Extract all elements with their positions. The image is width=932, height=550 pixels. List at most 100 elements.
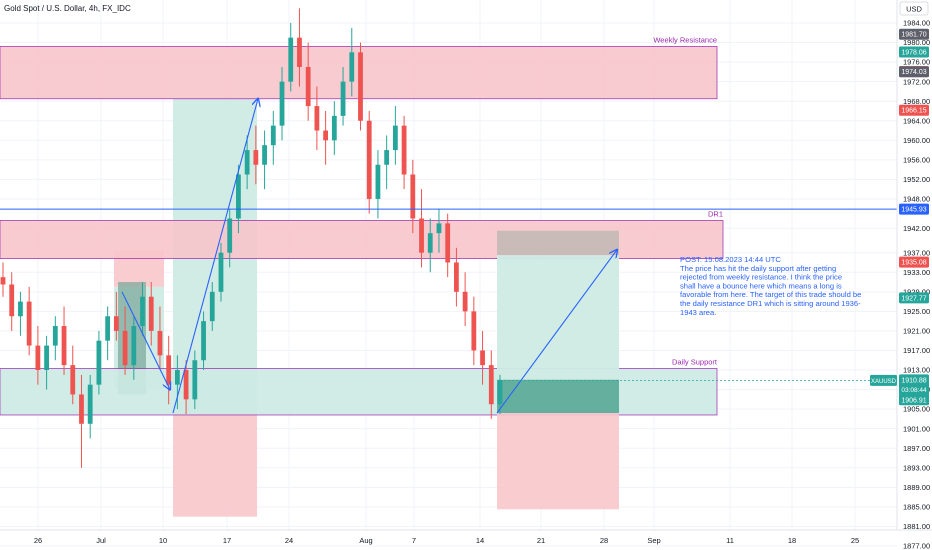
- price-tag: [899, 46, 929, 58]
- y-tick-label: 1905.00: [903, 405, 930, 414]
- candle-body: [410, 174, 416, 219]
- weekly-resistance-label: Weekly Resistance: [653, 35, 717, 44]
- x-tick-label: 18: [788, 536, 796, 545]
- y-tick-label: 1889.00: [903, 483, 930, 492]
- y-tick-label: 1913.00: [903, 366, 930, 375]
- y-tick-label: 1897.00: [903, 444, 930, 453]
- candle-body: [52, 326, 58, 346]
- x-tick-label: 26: [34, 536, 42, 545]
- countdown-label: 03:08:44: [901, 387, 927, 394]
- x-tick-label: 17: [223, 536, 231, 545]
- x-tick-label: Aug: [359, 536, 372, 545]
- candle-body: [131, 326, 137, 366]
- x-tick-label: 10: [159, 536, 167, 545]
- x-tick-label: 7: [412, 536, 416, 545]
- candle-body: [401, 125, 407, 175]
- arrow-short-move: [121, 291, 170, 390]
- candle-body: [26, 301, 32, 346]
- y-tick-label: 1972.00: [903, 77, 930, 86]
- candle-body: [314, 106, 320, 131]
- candle-body: [488, 365, 494, 405]
- y-tick-label: 1917.00: [903, 346, 930, 355]
- currency-badge[interactable]: [899, 1, 929, 16]
- long-position-stop-box-2: [497, 413, 619, 510]
- candle-body: [366, 120, 372, 199]
- candle-body: [297, 37, 302, 67]
- candle-body: [174, 370, 180, 385]
- candle-body: [358, 52, 363, 121]
- y-tick-label: 1925.00: [903, 307, 930, 316]
- x-tick-label: 28: [600, 536, 608, 545]
- y-tick-label: 1964.00: [903, 116, 930, 125]
- y-tick-label: 1968.00: [903, 97, 930, 106]
- post-note-line: shall have a bounce here which means a l…: [680, 281, 842, 290]
- y-tick-label: 1960.00: [903, 136, 930, 145]
- x-tick-label: 25: [851, 536, 859, 545]
- x-tick-label: 21: [537, 536, 545, 545]
- y-tick-label: 1942.00: [903, 224, 930, 233]
- price-tag-label: 1974.03: [901, 69, 926, 76]
- y-tick-label: 1881.00: [903, 522, 930, 531]
- candle-body: [18, 301, 23, 317]
- candle-body: [209, 291, 215, 322]
- candle-body: [166, 355, 172, 385]
- chart-title: Gold Spot / U.S. Dollar, 4h, FX_IDC: [4, 4, 131, 13]
- price-tag-label: 1981.70: [901, 32, 926, 39]
- candle-body: [340, 81, 346, 116]
- dr1-label: DR1: [708, 209, 723, 218]
- candle-body: [279, 81, 285, 126]
- candle-body: [157, 330, 163, 356]
- y-tick-label: 1937.00: [903, 248, 930, 257]
- candle-body: [454, 262, 459, 292]
- price-tag-label: 1978.06: [901, 50, 926, 57]
- candle-body: [192, 360, 198, 400]
- candle-body: [201, 321, 206, 361]
- x-tick-label: 14: [476, 536, 484, 545]
- last-price-tag: [899, 374, 929, 396]
- candle-body: [445, 223, 451, 263]
- y-tick-label: 1893.00: [903, 463, 930, 472]
- candle-body: [227, 218, 233, 253]
- candle-body: [392, 125, 398, 151]
- candle-body: [244, 150, 250, 175]
- y-tick-label: 1976.00: [903, 58, 930, 67]
- symbol-tag: [870, 374, 897, 386]
- candle-body: [436, 223, 442, 234]
- candle-body: [113, 316, 119, 331]
- long-position-stop-box-1: [173, 413, 257, 517]
- post-note-line: rejected from weekly resistance. I think…: [680, 273, 842, 282]
- daily-support-label: Daily Support: [672, 358, 718, 367]
- candle-body: [122, 330, 128, 366]
- price-axis-background[interactable]: [897, 0, 932, 550]
- candle-body: [87, 384, 93, 424]
- candle-body: [419, 218, 424, 253]
- price-tag-label: 1906.91: [901, 397, 926, 404]
- x-tick-label: Sep: [647, 536, 660, 545]
- candle-body: [331, 115, 337, 141]
- x-tick-label: Jul: [96, 536, 106, 545]
- candle-body: [105, 316, 111, 341]
- price-tag-label: 1966.15: [901, 108, 926, 115]
- last-price-label: 1910.88: [901, 378, 926, 385]
- y-tick-label: 1921.00: [903, 327, 930, 336]
- candle-body: [384, 150, 390, 165]
- candle-body: [35, 345, 41, 371]
- y-tick-label: 1984.00: [903, 19, 930, 28]
- time-axis: 26 Jul 10 17 24 Aug 7 14 21 28 Sep 11 18 25: [34, 536, 859, 545]
- candle-body: [462, 291, 468, 312]
- y-tick-label: 1948.00: [903, 195, 930, 204]
- y-tick-label: 1933.00: [903, 268, 930, 277]
- y-tick-label: 1956.00: [903, 155, 930, 164]
- y-tick-label: 1980.00: [903, 38, 930, 47]
- price-tag: [899, 203, 929, 215]
- overlays: Weekly Resistance DR1 Daily Support POST: 1…: [0, 35, 897, 414]
- candles: [0, 8, 503, 468]
- candle-body: [288, 37, 294, 82]
- price-tags: 1981.701978.061974.041974.031966.151945.…: [870, 28, 929, 406]
- candle-body: [427, 233, 433, 253]
- arrow-target-move: [496, 250, 617, 414]
- candle-body: [375, 164, 381, 199]
- candle-body: [497, 380, 503, 405]
